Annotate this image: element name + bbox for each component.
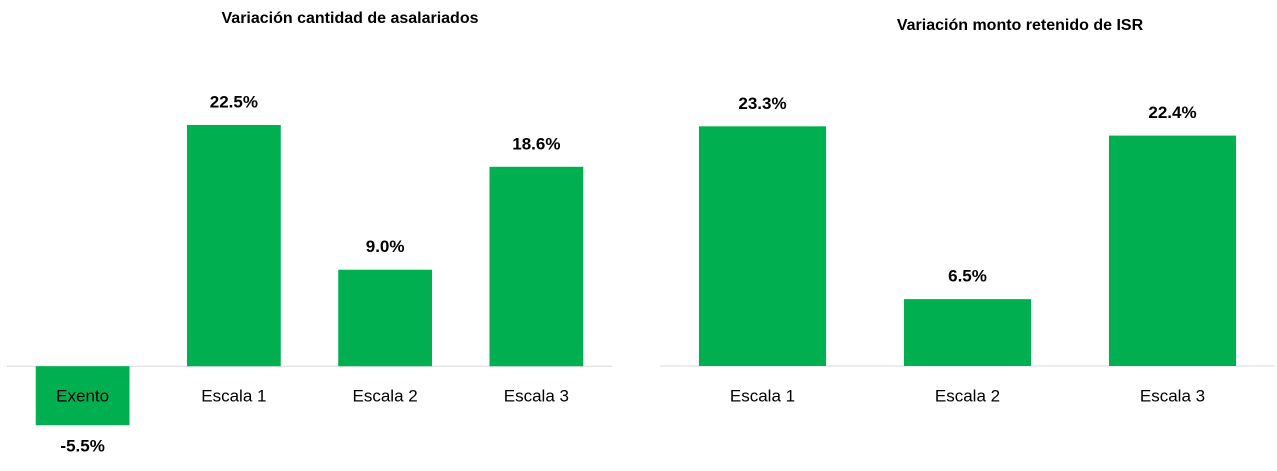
bar <box>903 299 1032 366</box>
x-tick-label: Escala 2 <box>935 386 1000 405</box>
bar <box>35 366 130 426</box>
chart-title: Variación monto retenido de ISR <box>897 17 1144 34</box>
x-tick-label: Escala 1 <box>730 386 795 405</box>
data-label: 23.3% <box>738 94 786 113</box>
data-label: -5.5% <box>60 437 104 456</box>
bar <box>1108 135 1237 366</box>
bar <box>186 124 281 367</box>
x-tick-label: Escala 1 <box>201 387 266 406</box>
data-label: 18.6% <box>512 134 560 153</box>
x-tick-label: Escala 3 <box>504 387 569 406</box>
bar <box>489 166 584 367</box>
bar <box>338 269 433 367</box>
x-tick-label: Escala 3 <box>1140 386 1205 405</box>
x-tick-label: Exento <box>56 387 109 406</box>
data-label: 9.0% <box>366 237 405 256</box>
data-label: 22.4% <box>1148 103 1196 122</box>
data-label: 6.5% <box>948 267 987 286</box>
data-label: 22.5% <box>210 92 258 111</box>
x-tick-label: Escala 2 <box>353 387 418 406</box>
bar <box>698 126 827 366</box>
chart-title: Variación cantidad de asalariados <box>222 10 479 27</box>
